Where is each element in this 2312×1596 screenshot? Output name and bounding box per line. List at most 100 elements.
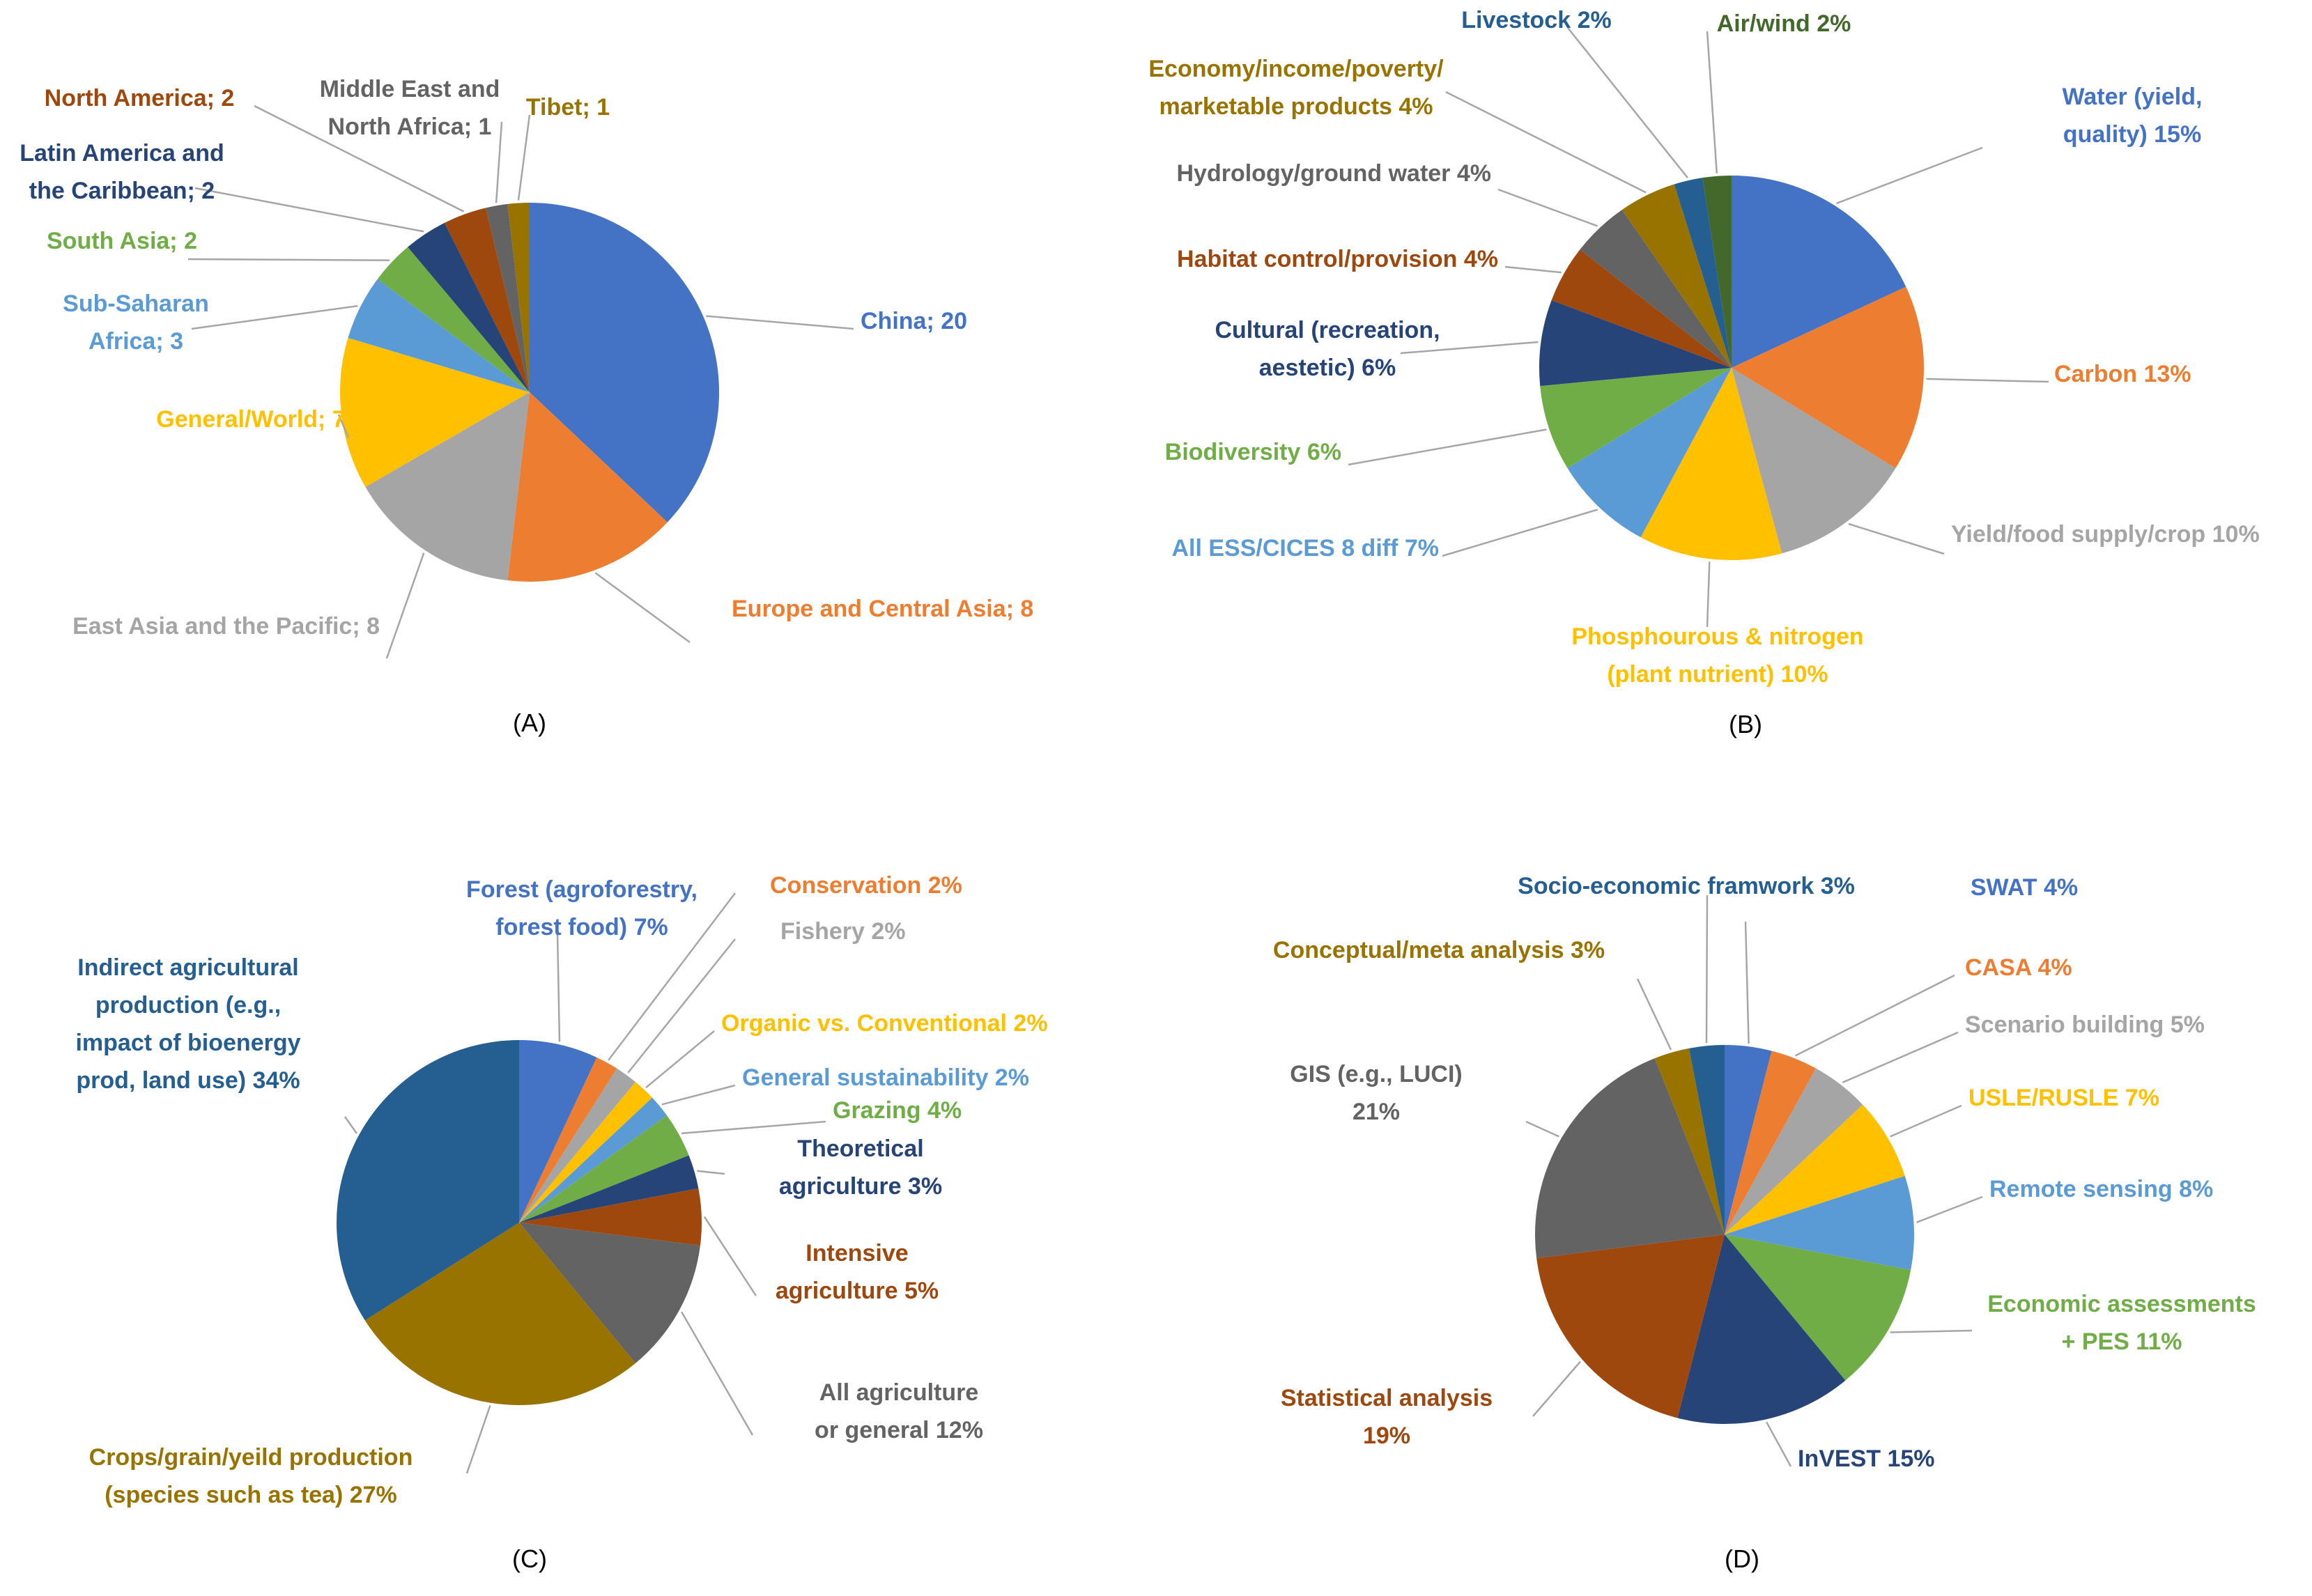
slice-label: Indirect agricultural production (e.g., im… (75, 954, 300, 1094)
slice-label-line: East Asia and the Pacific; 8 (72, 613, 380, 640)
leader-line (194, 187, 424, 233)
slice-label-line: Phosphourous & nitrogen (1571, 623, 1863, 650)
slice-label-line: Europe and Central Asia; 8 (732, 596, 1033, 622)
slice-label-line: Sub-Saharan (63, 290, 209, 317)
pie-slice (519, 1068, 636, 1223)
slice-label: Forest (agroforestry, forest food) 7% (466, 876, 698, 940)
leader-line (1497, 188, 1598, 227)
slice-label-line: Statistical analysis (1281, 1385, 1493, 1411)
leader-line (608, 892, 736, 1061)
slice-labels: Water (yield, quality) 15% Carbon 13% Yield… (1148, 7, 2259, 688)
slice-labels: Forest (agroforestry, forest food) 7% Cons… (75, 872, 1047, 1508)
slice-label-line: Economic assessments (1987, 1291, 2256, 1317)
pie-slice (519, 1115, 689, 1223)
pie-slice (1567, 368, 1732, 538)
slice-label: Conservation 2% (770, 872, 962, 899)
slice-label-line: Intensive (806, 1240, 908, 1266)
pie-slice (1580, 210, 1732, 368)
pie-slice (519, 1082, 652, 1223)
panel-caption: (A) (513, 708, 546, 737)
slice-label: General sustainability 2% (742, 1064, 1029, 1091)
slice-label: Tibet; 1 (526, 94, 610, 121)
pie-slice (364, 1223, 636, 1405)
pie-chart-a: China; 20 Europe and Central Asia; 8 East … (20, 76, 1033, 737)
leader-line (706, 315, 854, 330)
slices (337, 1040, 702, 1405)
slice-label-line: Hydrology/ground water 4% (1177, 160, 1492, 187)
slice-label-line: impact of bioenergy (75, 1030, 300, 1056)
pie-slice (365, 392, 530, 581)
pie-slice (337, 1040, 519, 1321)
slice-label-line: (plant nutrient) 10% (1607, 661, 1828, 688)
slice-labels: China; 20 Europe and Central Asia; 8 East … (20, 76, 1033, 640)
slice-label: Phosphourous & nitrogen (plant nutrient) … (1571, 623, 1863, 688)
slice-label-line: Indirect agricultural (77, 954, 298, 981)
slice-label: Scenario building 5% (1965, 1012, 2205, 1038)
slice-label: Biodiversity 6% (1165, 439, 1341, 465)
slice-label: Yield/food supply/crop 10% (1951, 521, 2260, 548)
slice-label-line: Habitat control/provision 4% (1177, 246, 1498, 272)
pie-slice (444, 208, 530, 392)
slice-label-line: Africa; 3 (88, 328, 183, 355)
slice-label-line: marketable products 4% (1159, 93, 1433, 120)
pie-slice (486, 203, 530, 392)
slice-label: Livestock 2% (1461, 7, 1611, 33)
slices (1539, 176, 1925, 561)
leader-line (517, 114, 531, 201)
slice-label-line: forest food) 7% (495, 914, 668, 940)
slice-label-line: Remote sensing 8% (1989, 1176, 2213, 1202)
slice-label: Fishery 2% (780, 918, 906, 945)
pie-slice (1725, 1104, 1905, 1234)
leader-line (1795, 974, 1955, 1057)
slice-label: Latin America and the Caribbean; 2 (20, 140, 224, 204)
slice-label-line: Biodiversity 6% (1165, 439, 1341, 465)
leader-line (385, 552, 425, 659)
slice-label-line: + PES 11% (2062, 1328, 2182, 1355)
slice-label: North America; 2 (45, 85, 235, 111)
slice-label-line: Economy/income/poverty/ (1148, 56, 1444, 82)
leader-line (556, 931, 561, 1042)
slice-label-line: General sustainability 2% (742, 1064, 1029, 1091)
slice-label-line: Socio-economic framwork 3% (1518, 873, 1855, 899)
leader-line (337, 414, 350, 438)
slice-label: South Asia; 2 (47, 228, 197, 254)
leader-line (627, 938, 736, 1074)
slice-label-line: prod, land use) 34% (76, 1067, 300, 1094)
slice-label: Crops/grain/yeild production (species suc… (89, 1444, 413, 1508)
slice-label-line: All agriculture (819, 1379, 979, 1406)
slice-label-line: Crops/grain/yeild production (89, 1444, 413, 1471)
pie-chart-b: Water (yield, quality) 15% Carbon 13% Yield… (1148, 7, 2259, 738)
slice-label-line: (species such as tea) 27% (105, 1482, 397, 1508)
leader-line (1525, 1120, 1559, 1138)
slice-label-line: General/World; 7 (156, 406, 345, 433)
leader-line (1766, 1421, 1792, 1467)
slice-label: Remote sensing 8% (1989, 1176, 2213, 1202)
leader-line (1442, 509, 1598, 557)
leader-line (594, 572, 691, 644)
slice-label-line: production (e.g., (95, 992, 281, 1018)
leader-line (1705, 894, 1709, 1044)
slice-label-line: aestetic) 6% (1259, 355, 1396, 381)
slice-label-line: agriculture 5% (776, 1278, 939, 1304)
slice-label: Air/wind 2% (1717, 10, 1851, 37)
pie-chart-d: SWAT 4% CASA 4% Scenario building 5% USLE/R… (1273, 873, 2256, 1573)
slice-label: Habitat control/provision 4% (1177, 246, 1498, 272)
slice-label: SWAT 4% (1971, 874, 2078, 901)
leader-line (703, 1216, 757, 1296)
pie-slice (1725, 1045, 1772, 1234)
slice-label: Statistical analysis 19% (1281, 1385, 1493, 1449)
pie-chart-c: Forest (agroforestry, forest food) 7% Cons… (75, 872, 1047, 1573)
pie-slice (1640, 368, 1782, 561)
slice-label-line: agriculture 3% (779, 1173, 942, 1200)
leader-line (661, 1084, 736, 1106)
slice-label: Intensive agriculture 5% (776, 1240, 939, 1304)
slice-label: Theoretical agriculture 3% (779, 1136, 942, 1200)
slice-label: Socio-economic framwork 3% (1518, 873, 1855, 899)
leader-line (681, 1120, 826, 1135)
pie-slice (408, 222, 530, 392)
leader-line (495, 121, 503, 203)
pie-slice (1725, 1234, 1911, 1381)
slice-label: Economy/income/poverty/marketable produc… (1148, 56, 1444, 120)
leader-line (681, 1311, 754, 1436)
slice-label-line: USLE/RUSLE 7% (1968, 1085, 2159, 1111)
